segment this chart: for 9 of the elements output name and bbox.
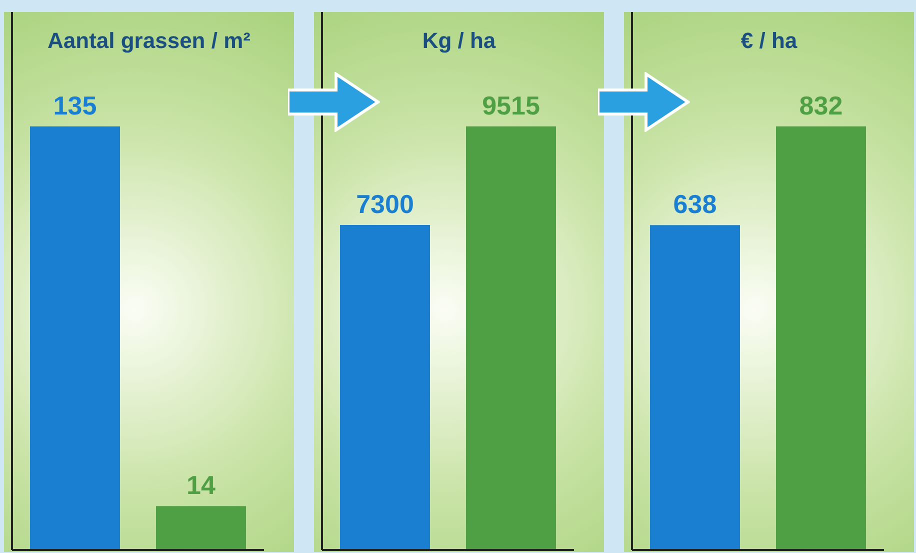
data-label: 638: [673, 189, 717, 220]
data-label: 9515: [482, 90, 540, 120]
data-label: 832: [799, 90, 843, 120]
data-label: 7300: [356, 188, 414, 219]
chart-title: € / ha: [740, 28, 798, 54]
data-label: 14: [186, 470, 216, 500]
data-label: 135: [53, 90, 97, 120]
chart-title: Kg / ha: [421, 28, 497, 54]
chart-title: Aantal grassen / m²: [46, 28, 252, 54]
